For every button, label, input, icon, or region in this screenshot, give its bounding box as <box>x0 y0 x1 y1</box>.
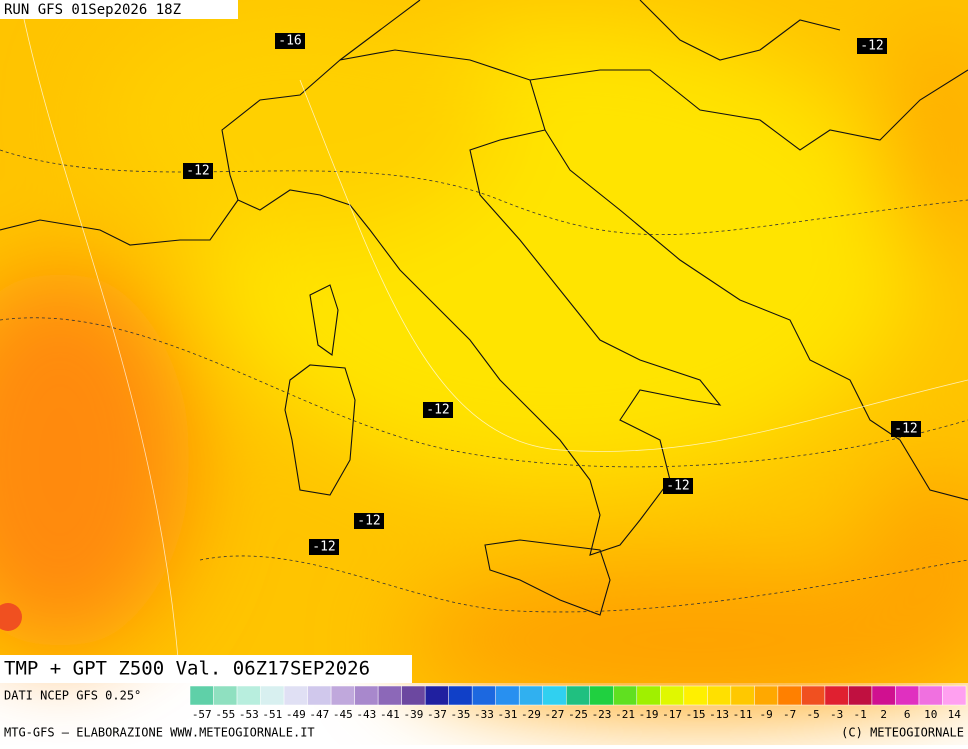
colorbar-swatch <box>613 685 638 706</box>
colorbar-label: -53 <box>239 708 259 721</box>
colorbar-label: -33 <box>474 708 494 721</box>
contour-label-box <box>857 38 887 54</box>
colorbar-label: 6 <box>904 708 911 721</box>
colorbar-swatch <box>754 685 779 706</box>
colorbar-label: -39 <box>403 708 423 721</box>
colorbar-swatch <box>871 685 896 706</box>
colorbar-label: -43 <box>356 708 376 721</box>
run-box <box>0 0 238 19</box>
contour-label-box <box>183 163 213 179</box>
temperature-field <box>0 0 968 710</box>
colorbar-label: 2 <box>880 708 887 721</box>
colorbar-swatch <box>283 685 308 706</box>
credit-left: MTG-GFS – ELABORAZIONE WWW.METEOGIORNALE… <box>4 726 315 740</box>
colorbar-swatch <box>707 685 732 706</box>
contours <box>0 149 968 613</box>
colorbar-label: -57 <box>192 708 212 721</box>
coastlines <box>0 0 968 616</box>
colorbar-swatch <box>260 685 285 706</box>
contour-label: -12 <box>860 39 883 54</box>
colorbar-swatch <box>236 685 261 706</box>
contour-label-box <box>423 402 453 418</box>
colorbar-label: -45 <box>333 708 353 721</box>
colorbar-swatch <box>307 685 332 706</box>
colorbar-swatch <box>495 685 520 706</box>
product-box <box>0 655 412 683</box>
colorbar-swatch <box>730 685 755 706</box>
colorbar-label: -49 <box>286 708 306 721</box>
colorbar-swatch <box>589 685 614 706</box>
colorbar-swatch <box>895 685 920 706</box>
colorbar-label: -51 <box>262 708 282 721</box>
contour-label: -12 <box>312 540 335 555</box>
colorbar-swatch <box>213 685 238 706</box>
colorbar-label: -31 <box>498 708 518 721</box>
colorbar-swatch <box>683 685 708 706</box>
colorbar-swatch <box>518 685 543 706</box>
contour-label: -12 <box>894 422 917 437</box>
colorbar-swatch <box>189 685 214 706</box>
colorbar-label: -35 <box>450 708 470 721</box>
colorbar-label: -13 <box>709 708 729 721</box>
colorbar-swatch <box>330 685 355 706</box>
contour-label-box <box>309 539 339 555</box>
colorbar-swatch <box>777 685 802 706</box>
contour-label: -12 <box>186 164 209 179</box>
colorbar-label: -29 <box>521 708 541 721</box>
colorbar-label: 14 <box>948 708 962 721</box>
contour-label-box <box>275 33 305 49</box>
colorbar-label: -19 <box>639 708 659 721</box>
colorbar-label: -55 <box>215 708 235 721</box>
source-label: DATI NCEP GFS 0.25° <box>4 689 141 703</box>
contour-label: -16 <box>278 34 301 49</box>
colorbar-swatch <box>448 685 473 706</box>
colorbar-swatch <box>942 685 967 706</box>
colorbar-label: -25 <box>568 708 588 721</box>
colorbar-swatch <box>801 685 826 706</box>
colorbar-swatch <box>565 685 591 706</box>
colorbar-swatch <box>377 685 402 706</box>
colorbar-label: -11 <box>733 708 753 721</box>
colorbar-swatch <box>636 685 661 706</box>
colorbar-swatch <box>848 685 873 706</box>
run-label: RUN GFS 01Sep2026 18Z <box>4 2 181 18</box>
colorbar-swatch <box>660 685 685 706</box>
isotherm-lines <box>19 0 968 684</box>
colorbar-swatch <box>354 685 379 706</box>
colorbar-label: -15 <box>686 708 706 721</box>
contour-label-box <box>354 513 384 529</box>
colorbar-label: -37 <box>427 708 447 721</box>
colorbar-label: -23 <box>592 708 612 721</box>
contour-label-box <box>663 478 693 494</box>
contour-label-box <box>891 421 921 437</box>
colorbar-label: -7 <box>783 708 796 721</box>
colorbar-swatch <box>824 685 849 706</box>
contour-label: -12 <box>357 514 380 529</box>
colorbar-label: -9 <box>759 708 772 721</box>
colorbar-label: -17 <box>662 708 682 721</box>
product-label: TMP + GPT Z500 Val. 06Z17SEP2026 <box>4 658 370 680</box>
credit-right: (C) METEOGIORNALE <box>841 726 964 740</box>
colorbar-swatch <box>401 685 426 706</box>
colorbar-label: -21 <box>615 708 635 721</box>
contour-label: -12 <box>666 479 689 494</box>
colorbar-swatch <box>918 685 943 706</box>
colorbar-swatch <box>424 685 449 706</box>
colorbar-swatch <box>542 685 567 706</box>
colorbar-swatch <box>471 685 496 706</box>
colorbar-label: -3 <box>830 708 843 721</box>
colorbar-label: -41 <box>380 708 400 721</box>
contour-label: -12 <box>426 403 449 418</box>
colorbar-label: -47 <box>309 708 329 721</box>
colorbar-label: -27 <box>545 708 565 721</box>
colorbar-label: 10 <box>924 708 937 721</box>
colorbar-label: -5 <box>807 708 820 721</box>
colorbar-label: -1 <box>854 708 867 721</box>
